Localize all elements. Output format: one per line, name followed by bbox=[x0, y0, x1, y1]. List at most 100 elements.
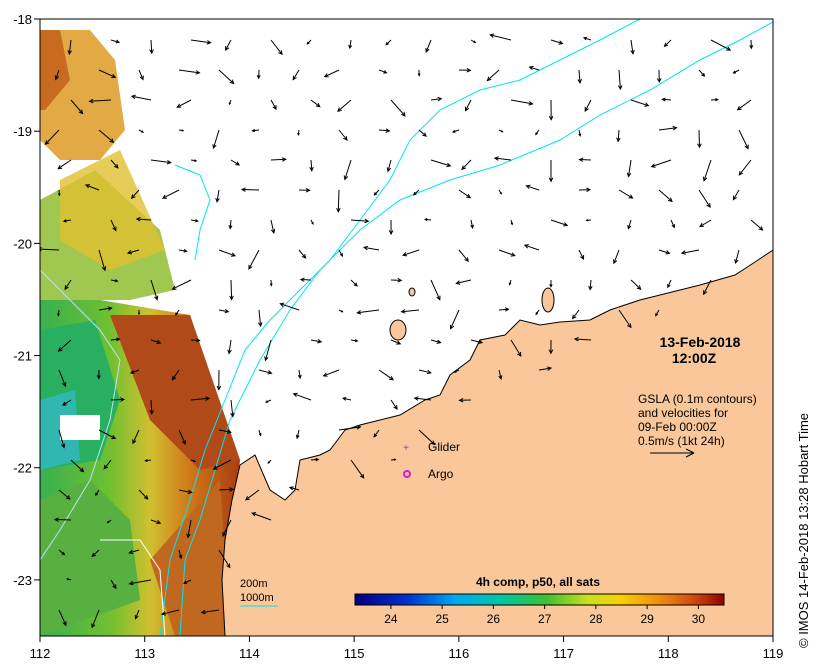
velocity-arrow bbox=[738, 129, 749, 149]
velocity-arrow bbox=[58, 609, 67, 626]
velocity-arrow-head bbox=[129, 370, 135, 374]
velocity-arrow-head bbox=[176, 103, 182, 108]
velocity-arrow-head bbox=[309, 166, 314, 172]
velocity-arrow bbox=[64, 279, 72, 290]
velocity-arrow-head bbox=[758, 226, 764, 231]
velocity-arrow bbox=[338, 129, 348, 141]
velocity-arrow bbox=[110, 159, 119, 169]
velocity-arrow-head bbox=[95, 492, 99, 497]
velocity-arrow bbox=[190, 397, 210, 401]
velocity-arrow-head bbox=[613, 259, 618, 265]
velocity-arrow-head bbox=[341, 310, 344, 313]
velocity-arrow bbox=[385, 39, 392, 46]
velocity-arrow-head bbox=[305, 188, 311, 193]
velocity-arrow-head bbox=[436, 295, 441, 301]
velocity-arrow-head bbox=[149, 410, 154, 416]
velocity-arrow bbox=[390, 99, 406, 117]
velocity-arrow bbox=[289, 486, 300, 491]
velocity-arrow bbox=[374, 189, 380, 196]
velocity-arrow-head bbox=[342, 397, 347, 401]
velocity-arrow bbox=[465, 99, 472, 111]
velocity-arrow-head bbox=[547, 366, 553, 371]
velocity-arrow-head bbox=[528, 65, 534, 71]
velocity-arrow-head bbox=[577, 79, 582, 85]
velocity-arrow-head bbox=[244, 495, 250, 501]
velocity-arrow-head bbox=[466, 193, 472, 199]
velocity-arrow-head bbox=[501, 130, 504, 133]
velocity-arrow bbox=[357, 309, 380, 314]
velocity-arrow-head bbox=[317, 339, 323, 344]
colorbar-ticks: 24 25 26 27 28 29 30 bbox=[384, 605, 705, 626]
velocity-arrow-head bbox=[386, 167, 392, 173]
velocity-arrow-head bbox=[111, 73, 117, 78]
velocity-arrow bbox=[63, 219, 72, 222]
velocity-arrow bbox=[364, 246, 380, 251]
velocity-arrow-head bbox=[270, 228, 276, 234]
velocity-arrow bbox=[70, 459, 84, 472]
velocity-arrow-head bbox=[578, 157, 584, 162]
velocity-arrow-head bbox=[571, 314, 577, 320]
velocity-arrow bbox=[138, 69, 144, 80]
velocity-arrow bbox=[337, 189, 340, 212]
velocity-arrow-head bbox=[257, 322, 263, 328]
velocity-arrow-head bbox=[264, 400, 269, 403]
velocity-arrow bbox=[293, 393, 312, 401]
velocity-arrow-head bbox=[315, 457, 320, 462]
velocity-arrow-head bbox=[200, 609, 206, 615]
velocity-arrow bbox=[658, 127, 677, 131]
velocity-arrow bbox=[45, 129, 60, 145]
velocity-arrow bbox=[150, 399, 153, 414]
velocity-arrow bbox=[526, 185, 540, 191]
velocity-arrow-head bbox=[667, 197, 673, 203]
velocity-arrow-head bbox=[88, 98, 94, 104]
velocity-arrow-head bbox=[91, 552, 96, 558]
velocity-arrow-head bbox=[62, 219, 67, 223]
velocity-arrow-head bbox=[412, 191, 417, 196]
velocity-arrow bbox=[270, 219, 275, 234]
velocity-arrow bbox=[98, 129, 114, 143]
velocity-arrow-head bbox=[299, 277, 305, 282]
velocity-arrow bbox=[103, 459, 112, 470]
velocity-arrow bbox=[222, 519, 232, 537]
velocity-arrow-head bbox=[251, 512, 257, 517]
velocity-arrow bbox=[618, 189, 633, 199]
velocity-arrow bbox=[390, 339, 401, 345]
velocity-arrow bbox=[458, 189, 471, 199]
velocity-arrow bbox=[323, 369, 340, 377]
velocity-arrow-head bbox=[461, 165, 466, 171]
velocity-arrow-head bbox=[508, 282, 512, 286]
velocity-arrow bbox=[110, 219, 117, 231]
velocity-arrow bbox=[681, 249, 700, 254]
velocity-arrow bbox=[574, 338, 592, 341]
velocity-arrow-head bbox=[111, 435, 117, 439]
velocity-arrow-head bbox=[373, 433, 378, 438]
velocity-arrow bbox=[127, 249, 140, 254]
velocity-arrow-head bbox=[617, 85, 623, 91]
velocity-arrow bbox=[550, 39, 563, 44]
y-tick-label: -18 bbox=[13, 12, 32, 27]
velocity-arrow bbox=[572, 309, 580, 319]
velocity-arrow-head bbox=[661, 97, 666, 102]
velocity-arrow bbox=[524, 244, 540, 251]
velocity-arrow-head bbox=[699, 222, 704, 228]
velocity-arrow-head bbox=[149, 49, 154, 55]
colorbar-tick-label: 26 bbox=[487, 612, 501, 626]
velocity-arrow-head bbox=[187, 489, 193, 495]
velocity-arrow bbox=[58, 339, 72, 352]
velocity-arrow bbox=[280, 303, 300, 311]
velocity-arrow-head bbox=[465, 106, 469, 112]
velocity-arrow bbox=[310, 159, 313, 171]
velocity-arrow-head bbox=[115, 39, 121, 44]
velocity-arrow bbox=[225, 39, 232, 51]
velocity-arrow-head bbox=[573, 336, 579, 342]
velocity-arrow-head bbox=[671, 224, 675, 229]
land-mass bbox=[221, 249, 773, 636]
velocity-arrow-head bbox=[563, 222, 569, 227]
velocity-arrow bbox=[498, 369, 502, 380]
velocity-arrow bbox=[387, 159, 392, 172]
velocity-arrow-head bbox=[528, 101, 534, 106]
velocity-arrow-head bbox=[323, 73, 329, 78]
velocity-arrow-head bbox=[226, 563, 231, 569]
velocity-arrow-head bbox=[222, 531, 227, 537]
